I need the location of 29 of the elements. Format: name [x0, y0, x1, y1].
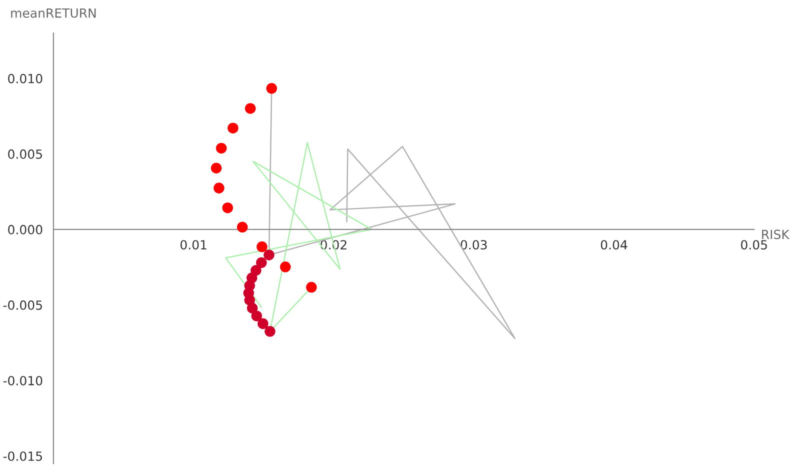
point: [210, 162, 222, 174]
y-tick-label: -0.005: [3, 300, 42, 310]
y-tick-label: -0.010: [3, 376, 42, 386]
x-axis-title: RISK: [762, 230, 790, 240]
point: [264, 326, 276, 337]
point: [264, 250, 274, 260]
point: [236, 222, 248, 233]
x-tick-label: 0.04: [600, 240, 628, 250]
point: [246, 302, 258, 314]
y-tick-label: 0.000: [8, 224, 42, 234]
point: [256, 257, 267, 268]
point: [222, 202, 234, 214]
y-axis-title: meanRETURN: [11, 8, 96, 18]
point: [258, 318, 268, 330]
point: [306, 282, 317, 293]
point: [214, 182, 224, 194]
point: [244, 103, 256, 114]
x-tick-label: 0.03: [460, 240, 487, 250]
y-tick-label: 0.005: [8, 149, 42, 159]
point: [216, 142, 227, 154]
point: [228, 122, 238, 134]
x-tick-label: 0.05: [741, 240, 767, 250]
point: [266, 83, 278, 94]
point: [251, 310, 262, 322]
y-tick-label: 0.010: [8, 74, 42, 84]
x-tick-label: 0.01: [180, 240, 206, 250]
point: [256, 241, 268, 252]
point: [280, 262, 291, 272]
y-tick-label: -0.015: [3, 451, 42, 461]
